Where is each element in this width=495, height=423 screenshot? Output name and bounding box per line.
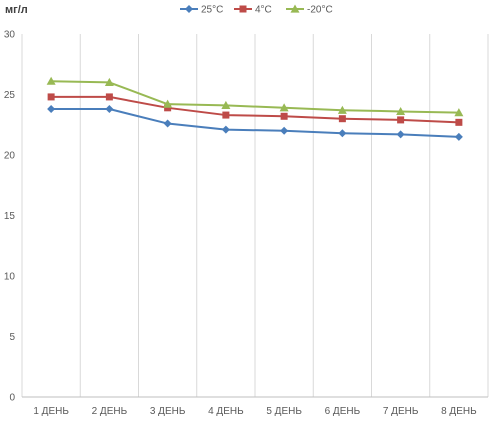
- x-tick-label: 1 ДЕНЬ: [33, 406, 69, 417]
- data-point: [105, 105, 114, 114]
- y-tick-label: 15: [4, 211, 16, 222]
- data-point: [105, 93, 113, 101]
- series-line: [51, 95, 459, 124]
- legend-item: 25°C: [180, 5, 223, 16]
- data-point: [455, 118, 463, 126]
- axis-layer: 0 5 10 15 20 25 30 1 ДЕНЬ 2 ДЕНЬ 3 ДЕНЬ 4 ДЕНЬ 5 ДЕ…: [4, 30, 488, 417]
- y-tick-label: 10: [4, 272, 16, 283]
- data-point: [164, 104, 172, 112]
- y-tick-label: 0: [9, 393, 15, 404]
- y-tick-label: 20: [4, 151, 16, 162]
- series-group: [47, 105, 463, 141]
- x-tick-label: 6 ДЕНЬ: [325, 406, 361, 417]
- legend-item: 4°C: [234, 5, 272, 16]
- data-point: [396, 130, 405, 139]
- legend-label: 25°C: [201, 5, 223, 16]
- legend-label: -20°C: [307, 5, 333, 16]
- series-layer: [46, 76, 464, 141]
- y-tick-label: 5: [9, 332, 15, 343]
- data-point: [46, 76, 56, 85]
- x-tick-label: 8 ДЕНЬ: [441, 406, 477, 417]
- legend-swatch-marker: [185, 5, 193, 13]
- data-point: [454, 132, 463, 141]
- x-tick-label: 2 ДЕНЬ: [92, 406, 128, 417]
- data-point: [454, 108, 464, 117]
- x-tick-label: 7 ДЕНЬ: [383, 406, 419, 417]
- data-point: [397, 116, 405, 124]
- data-point: [221, 125, 230, 134]
- legend-label: 4°C: [255, 5, 272, 16]
- y-tick-label: 25: [4, 90, 16, 101]
- data-point: [396, 106, 406, 116]
- x-tick-label: 3 ДЕНЬ: [150, 406, 186, 417]
- x-tick-label: 5 ДЕНЬ: [266, 406, 302, 417]
- data-point: [47, 93, 55, 101]
- data-point: [163, 99, 173, 108]
- x-tick-label: 4 ДЕНЬ: [208, 406, 244, 417]
- legend-item: -20°C: [286, 4, 333, 16]
- data-point: [47, 105, 56, 114]
- data-point: [338, 129, 347, 138]
- data-point: [280, 112, 288, 120]
- series-group: [46, 76, 464, 117]
- data-point: [279, 103, 289, 112]
- legend-swatch-marker: [239, 5, 247, 13]
- series-group: [47, 93, 463, 126]
- y-axis-unit-label: мг/л: [5, 4, 28, 16]
- data-point: [338, 115, 346, 123]
- data-point: [337, 105, 347, 114]
- series-line: [51, 108, 459, 138]
- data-point: [222, 111, 230, 119]
- data-point: [163, 119, 172, 128]
- y-tick-label: 30: [4, 30, 16, 41]
- data-point: [104, 77, 114, 86]
- series-line: [51, 80, 459, 114]
- data-point: [221, 100, 231, 109]
- grid-layer: [21, 34, 489, 397]
- legend: 25°C 4°C -20°C: [180, 4, 333, 16]
- data-point: [280, 126, 289, 135]
- legend-swatch-marker: [290, 4, 300, 13]
